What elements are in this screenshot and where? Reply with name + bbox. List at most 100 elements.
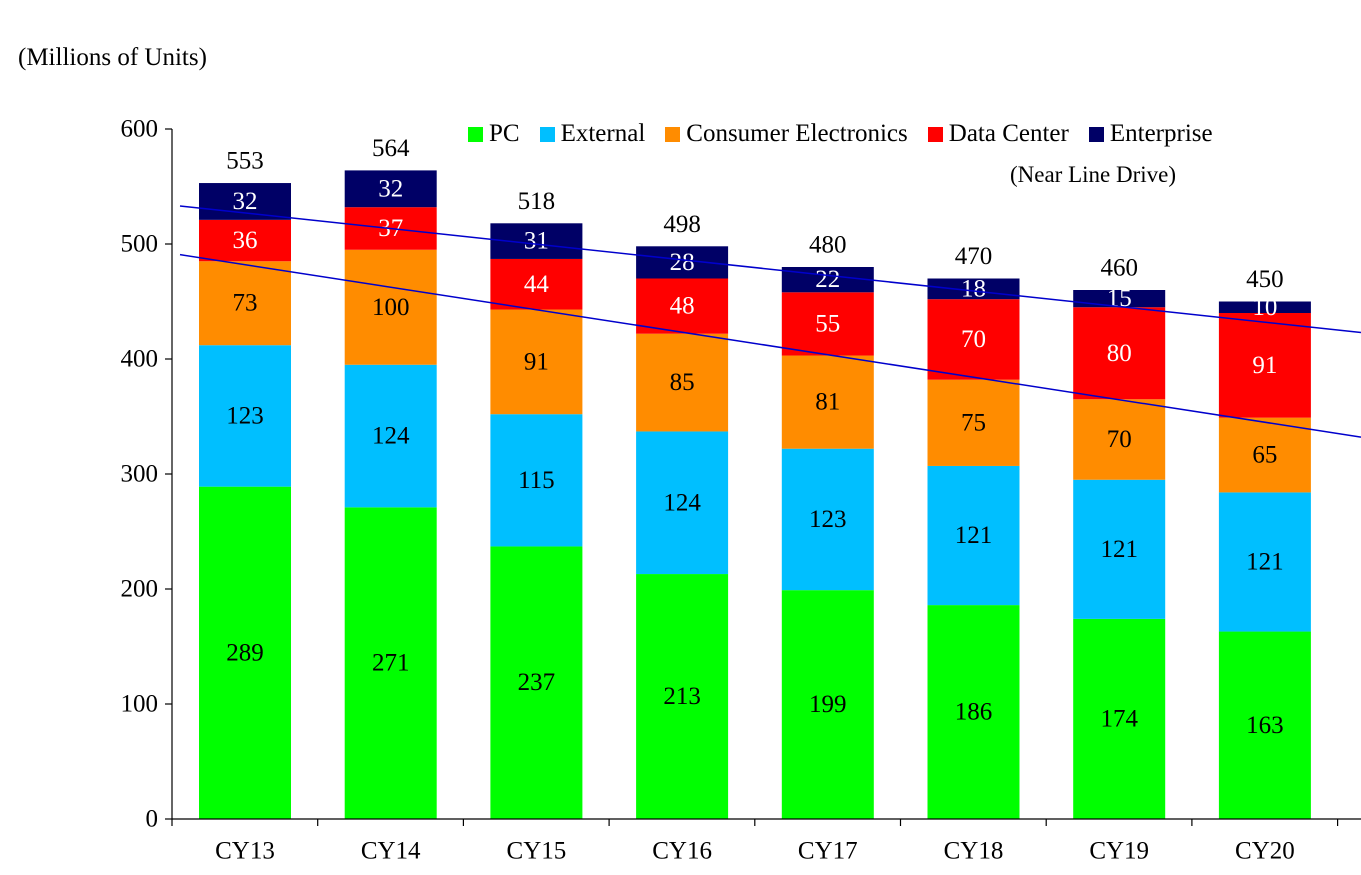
bar-segment-cy19-external: [1073, 479, 1166, 619]
bar-segment-cy14-consumer-electronics: [344, 249, 437, 365]
bar-segment-cy14-external: [344, 364, 437, 508]
data-label-cy15-data-center: 44: [524, 271, 550, 298]
data-label-cy19-data-center: 80: [1107, 340, 1132, 367]
data-label-cy20-pc: 163: [1246, 712, 1284, 739]
bar-segment-cy19-enterprise: [1073, 290, 1166, 308]
data-label-cy18-enterprise: 18: [961, 275, 986, 302]
data-label-cy13-consumer-electronics: 73: [233, 290, 258, 317]
legend-note: (Near Line Drive): [1010, 162, 1177, 187]
data-label-cy19-external: 121: [1100, 536, 1138, 563]
bar-segment-cy18-data-center: [927, 299, 1020, 380]
bar-segment-cy20-enterprise: [1218, 301, 1311, 313]
bar-segment-cy18-consumer-electronics: [927, 379, 1020, 466]
bar-segment-cy15-data-center: [490, 258, 583, 310]
data-label-cy16-external: 124: [663, 489, 701, 516]
bar-segment-cy18-external: [927, 465, 1020, 606]
legend-label-external: External: [560, 120, 646, 147]
x-tick-label-cy17: CY17: [798, 838, 858, 865]
data-label-cy15-pc: 237: [518, 669, 556, 696]
total-label-cy16: 498: [663, 211, 701, 238]
bar-segment-cy13-enterprise: [199, 183, 291, 220]
total-label-cy20: 450: [1246, 266, 1284, 293]
legend-label-enterprise: Enterprise: [1109, 120, 1213, 147]
legend-label-data-center: Data Center: [948, 120, 1069, 147]
x-tick-label-cy15: CY15: [507, 838, 567, 865]
legend-swatch-enterprise: [1088, 126, 1104, 142]
bar-segment-cy13-external: [199, 345, 291, 487]
data-label-cy20-data-center: 91: [1252, 352, 1277, 379]
data-label-cy15-consumer-electronics: 91: [524, 348, 549, 375]
data-label-cy16-enterprise: 28: [670, 249, 695, 276]
data-label-cy18-data-center: 70: [961, 326, 986, 353]
bar-segment-cy16-consumer-electronics: [636, 333, 729, 432]
data-label-cy16-pc: 213: [663, 683, 701, 710]
y-axis-unit-label: (Millions of Units): [18, 44, 207, 71]
bar-segment-cy20-pc: [1218, 631, 1311, 819]
bar-segment-cy13-pc: [199, 486, 291, 819]
data-label-cy20-consumer-electronics: 65: [1252, 442, 1277, 469]
data-label-cy18-consumer-electronics: 75: [961, 409, 986, 436]
y-tick-label-400: 400: [121, 346, 159, 373]
data-label-cy13-pc: 289: [226, 639, 264, 666]
legend-item-enterprise: Enterprise: [1088, 120, 1213, 148]
data-label-cy17-enterprise: 22: [815, 266, 840, 293]
legend-item-pc: PC: [468, 120, 520, 148]
legend-swatch-consumer-electronics: [665, 126, 681, 142]
total-label-cy14: 564: [372, 135, 410, 162]
legend-swatch-data-center: [927, 126, 943, 142]
bar-segment-cy17-enterprise: [781, 267, 874, 293]
bar-segment-cy16-external: [636, 431, 729, 575]
legend-item-data-center: Data Center: [927, 120, 1069, 148]
y-tick-label-300: 300: [121, 461, 159, 488]
data-label-cy18-external: 121: [955, 522, 993, 549]
legend-label-pc: PC: [489, 120, 520, 147]
bar-segment-cy17-external: [781, 448, 874, 591]
data-label-cy14-enterprise: 32: [378, 175, 403, 202]
data-label-cy16-consumer-electronics: 85: [670, 369, 695, 396]
data-label-cy13-external: 123: [226, 402, 264, 429]
y-tick-label-500: 500: [121, 231, 159, 258]
x-tick-label-cy19: CY19: [1089, 838, 1149, 865]
data-label-cy19-consumer-electronics: 70: [1107, 426, 1132, 453]
bar-segment-cy16-data-center: [636, 278, 729, 334]
data-label-cy14-consumer-electronics: 100: [372, 294, 410, 321]
data-label-cy17-consumer-electronics: 81: [815, 389, 840, 416]
bar-segment-cy17-data-center: [781, 292, 874, 356]
x-tick-label-cy20: CY20: [1235, 838, 1295, 865]
data-label-cy19-pc: 174: [1100, 705, 1138, 732]
x-tick-label-cy13: CY13: [215, 838, 275, 865]
total-label-cy18: 470: [955, 243, 993, 270]
bar-segment-cy20-consumer-electronics: [1218, 417, 1311, 493]
trend-line-2: [179, 253, 1361, 438]
y-tick-label-600: 600: [121, 116, 159, 143]
data-label-cy17-external: 123: [809, 506, 847, 533]
legend: PC External Consumer Electronics Data Ce…: [468, 120, 1213, 148]
bar-segment-cy17-pc: [781, 590, 874, 819]
data-label-cy13-enterprise: 32: [233, 188, 258, 215]
x-tick-label-cy18: CY18: [944, 838, 1004, 865]
data-label-cy20-external: 121: [1246, 548, 1284, 575]
x-tick-label-cy16: CY16: [652, 838, 712, 865]
y-tick-label-0: 0: [146, 806, 159, 833]
data-label-cy14-pc: 271: [372, 650, 410, 677]
bar-segment-cy19-data-center: [1073, 307, 1166, 400]
legend-label-consumer-electronics: Consumer Electronics: [686, 120, 908, 147]
legend-item-consumer-electronics: Consumer Electronics: [665, 120, 908, 148]
data-label-cy16-data-center: 48: [670, 293, 695, 320]
legend-item-external: External: [539, 120, 646, 148]
data-label-cy17-pc: 199: [809, 691, 847, 718]
total-label-cy13: 553: [226, 148, 264, 175]
total-label-cy19: 460: [1100, 255, 1138, 282]
bar-segment-cy14-pc: [344, 507, 437, 819]
bar-segment-cy20-external: [1218, 492, 1311, 632]
bar-segment-cy15-pc: [490, 546, 583, 819]
bar-segment-cy13-consumer-electronics: [199, 261, 291, 346]
total-label-cy17: 480: [809, 232, 847, 259]
data-label-cy15-enterprise: 31: [524, 228, 549, 255]
legend-swatch-external: [539, 126, 555, 142]
y-tick-label-100: 100: [121, 691, 159, 718]
data-label-cy17-data-center: 55: [815, 310, 840, 337]
data-label-cy20-enterprise: 10: [1252, 294, 1277, 321]
legend-swatch-pc: [468, 126, 483, 142]
